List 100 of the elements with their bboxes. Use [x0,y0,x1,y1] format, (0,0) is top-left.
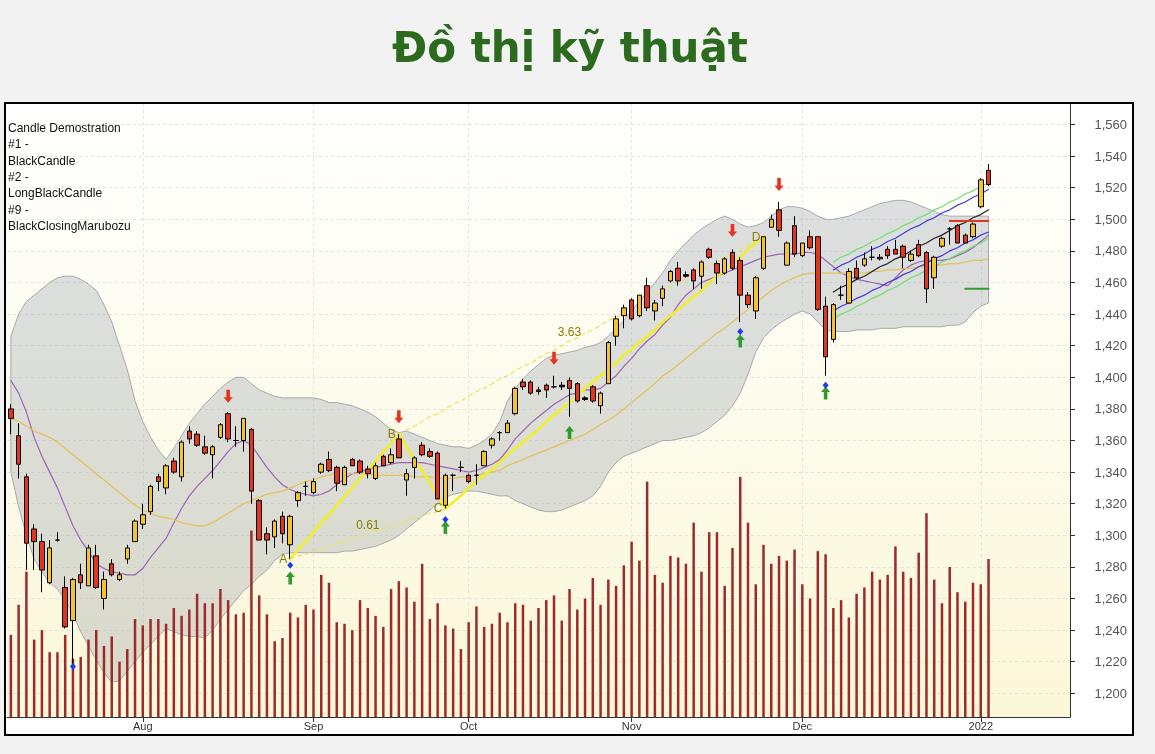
candlestick [730,248,735,271]
candlestick [637,294,642,318]
point [774,178,784,192]
candlestick [125,544,130,565]
candlestick [381,454,386,467]
candlestick [776,201,782,238]
point [727,223,737,237]
candlestick [24,473,29,571]
candlestick [8,403,14,435]
candlestick [140,503,146,530]
line-series [832,188,990,271]
candlestick [466,473,471,484]
candlestick [388,447,394,465]
data-label: A [279,552,288,567]
candlestick [986,163,991,187]
series-label: 3.63 [557,324,582,339]
y-tick-label: 1,300 [1094,527,1127,543]
x-tick-label: Oct [460,719,478,732]
candlestick [280,511,285,544]
y-tick-label: 1,400 [1094,369,1127,385]
candlestick [419,441,425,457]
candlestick [171,457,177,475]
x-tick-label: Nov [621,719,642,732]
candlestick [660,285,665,307]
candlestick [458,460,464,473]
y-tick-label: 1,280 [1094,559,1127,575]
candlestick [225,411,231,443]
series-label: 0.61 [356,517,380,532]
candlestick [869,245,875,261]
candlestick [947,226,952,246]
point [442,516,449,524]
line-series [10,234,990,576]
candlestick [644,277,650,312]
candlestick [202,435,208,456]
candlestick [218,422,223,440]
candlestick [78,563,83,590]
candlestick [621,304,627,329]
candlestick [575,381,580,404]
candlestick [893,239,898,255]
candlestick [978,177,984,209]
y-tick-label: 1,440 [1094,306,1127,322]
y-tick-label: 1,360 [1094,433,1127,449]
candlestick [854,259,859,280]
point [223,389,233,403]
point [735,334,745,348]
candlestick [567,376,572,418]
candlestick [427,447,433,459]
candlestick [481,449,487,467]
candlestick [179,440,184,483]
candlestick [272,519,277,549]
candlestick [769,214,774,228]
candlestick [311,477,316,495]
candlestick [396,433,402,459]
annotation: BlackCandle [8,153,76,168]
candlestick [303,481,308,497]
candlestick [970,221,976,239]
candlestick [544,383,549,399]
candlestick [699,259,704,290]
candlestick [722,256,727,276]
y-tick-label: 1,500 [1094,211,1127,227]
candlestick [683,270,689,279]
candlestick [47,539,52,585]
candlestick [210,444,215,479]
data-label: C [433,501,443,516]
candlestick [194,430,200,448]
candlestick [365,465,371,479]
annotation: #9 - [8,202,29,217]
candlestick [924,250,929,304]
point [565,426,575,440]
candlestick [350,457,355,467]
y-tick-label: 1,520 [1094,180,1127,196]
candlestick [443,473,448,509]
candlestick [706,247,712,260]
candlestick [101,571,107,611]
line-series [832,209,990,293]
y-tick-label: 1,240 [1094,622,1127,638]
y-tick-label: 1,560 [1094,117,1127,133]
x-tick-label: Aug [133,719,153,732]
candlestick [838,285,844,301]
candlestick [900,244,906,269]
candlestick [187,425,192,445]
candlestick [761,236,766,271]
point [822,381,829,389]
candlestick [489,436,495,449]
candlestick [823,296,828,377]
candlestick [132,519,138,543]
point [549,351,559,365]
candlestick [606,340,611,385]
candlestick [295,490,301,508]
candlestick [264,526,270,555]
candlestick [668,269,673,284]
x-tick-label: Dec [792,719,813,732]
candlestick [512,386,518,416]
point [69,662,76,670]
candlestick [256,498,262,541]
candlestick [31,523,37,571]
y-tick-label: 1,380 [1094,401,1127,417]
candlestick [233,425,239,448]
candlestick [939,236,945,249]
candlestick [862,252,867,268]
